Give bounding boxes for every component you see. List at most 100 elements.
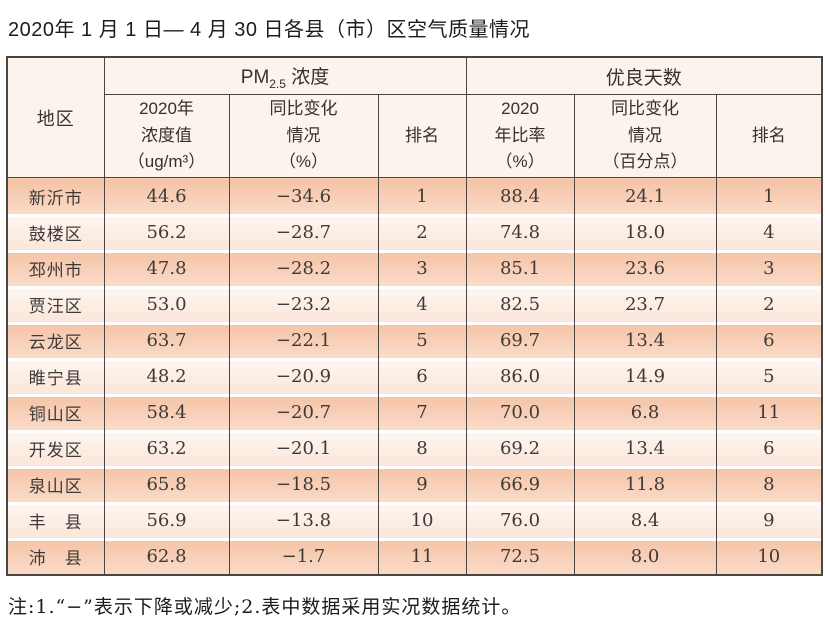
cell-days-rank: 10: [715, 538, 823, 575]
cell-pm25-change: −34.6: [228, 177, 378, 214]
table-body: 新沂市 44.6 −34.6 1 88.4 24.1 1 鼓楼区 56.2 −2…: [6, 177, 823, 575]
cell-pm25-rank: 1: [377, 177, 467, 214]
cell-pm25-rank: 6: [377, 358, 467, 394]
cell-days-change: 8.4: [573, 502, 717, 538]
header-days-change: 同比变化 情况 （百分点）: [573, 94, 717, 178]
cell-pm25-value: 63.2: [103, 430, 229, 466]
cell-days-ratio: 72.5: [465, 538, 575, 575]
cell-pm25-rank: 3: [377, 250, 467, 286]
cell-days-change: 13.4: [573, 430, 717, 466]
cell-region: 沛 县: [6, 538, 104, 575]
cell-pm25-value: 56.2: [103, 214, 229, 250]
header-pm25-group: PM2.5 浓度: [103, 57, 467, 95]
pm25-label-base: PM: [240, 66, 270, 88]
cell-pm25-value: 48.2: [103, 358, 229, 394]
cell-region: 鼓楼区: [6, 214, 104, 250]
cell-region: 新沂市: [6, 177, 104, 214]
table-row: 邳州市 47.8 −28.2 3 85.1 23.6 3: [6, 250, 823, 286]
cell-days-ratio: 82.5: [465, 286, 575, 322]
cell-region: 泉山区: [6, 466, 104, 502]
cell-pm25-change: −28.2: [228, 250, 378, 286]
cell-days-ratio: 76.0: [465, 502, 575, 538]
cell-region: 铜山区: [6, 394, 104, 430]
cell-pm25-change: −28.7: [228, 214, 378, 250]
cell-pm25-change: −1.7: [228, 538, 378, 575]
air-quality-table: 地区 PM2.5 浓度 优良天数 2020年 浓度值 （ug/m³） 同比变化 …: [6, 56, 824, 576]
cell-days-ratio: 74.8: [465, 214, 575, 250]
cell-days-change: 23.6: [573, 250, 717, 286]
cell-pm25-change: −18.5: [228, 466, 378, 502]
cell-region: 丰 县: [6, 502, 104, 538]
cell-days-ratio: 86.0: [465, 358, 575, 394]
table-row: 新沂市 44.6 −34.6 1 88.4 24.1 1: [6, 177, 823, 214]
cell-pm25-rank: 4: [377, 286, 467, 322]
cell-days-rank: 6: [715, 322, 823, 358]
cell-days-change: 24.1: [573, 177, 717, 214]
cell-days-ratio: 66.9: [465, 466, 575, 502]
cell-days-change: 6.8: [573, 394, 717, 430]
cell-days-rank: 9: [715, 502, 823, 538]
cell-days-change: 13.4: [573, 322, 717, 358]
cell-days-ratio: 85.1: [465, 250, 575, 286]
cell-region: 开发区: [6, 430, 104, 466]
table-row: 睢宁县 48.2 −20.9 6 86.0 14.9 5: [6, 358, 823, 394]
table-row: 贾汪区 53.0 −23.2 4 82.5 23.7 2: [6, 286, 823, 322]
cell-pm25-value: 53.0: [103, 286, 229, 322]
cell-pm25-change: −23.2: [228, 286, 378, 322]
cell-days-change: 18.0: [573, 214, 717, 250]
pm25-label-subscript: 2.5: [269, 76, 286, 91]
cell-pm25-rank: 8: [377, 430, 467, 466]
header-pm25-change: 同比变化 情况 （%）: [228, 94, 378, 178]
cell-region: 贾汪区: [6, 286, 104, 322]
cell-days-rank: 8: [715, 466, 823, 502]
cell-days-rank: 1: [715, 177, 823, 214]
cell-region: 云龙区: [6, 322, 104, 358]
header-good-days-group: 优良天数: [465, 57, 823, 95]
cell-pm25-rank: 9: [377, 466, 467, 502]
cell-days-change: 11.8: [573, 466, 717, 502]
header-days-ratio: 2020 年比率 （%）: [465, 94, 575, 178]
header-pm25-rank: 排名: [377, 94, 467, 178]
cell-days-ratio: 69.2: [465, 430, 575, 466]
cell-days-ratio: 70.0: [465, 394, 575, 430]
cell-days-change: 8.0: [573, 538, 717, 575]
cell-pm25-value: 65.8: [103, 466, 229, 502]
cell-pm25-value: 44.6: [103, 177, 229, 214]
header-sub-row: 2020年 浓度值 （ug/m³） 同比变化 情况 （%） 排名 2020 年比…: [7, 94, 823, 178]
table-row: 开发区 63.2 −20.1 8 69.2 13.4 6: [6, 430, 823, 466]
footnote: 注:1.“−”表示下降或减少;2.表中数据采用实况数据统计。: [8, 596, 522, 618]
cell-pm25-value: 56.9: [103, 502, 229, 538]
header-region: 地区: [6, 57, 104, 178]
cell-pm25-value: 47.8: [103, 250, 229, 286]
cell-pm25-change: −20.9: [228, 358, 378, 394]
cell-region: 邳州市: [6, 250, 104, 286]
table-row: 鼓楼区 56.2 −28.7 2 74.8 18.0 4: [6, 214, 823, 250]
cell-pm25-value: 62.8: [103, 538, 229, 575]
cell-days-rank: 2: [715, 286, 823, 322]
page-title: 2020年 1 月 1 日— 4 月 30 日各县（市）区空气质量情况: [8, 19, 531, 41]
cell-days-rank: 3: [715, 250, 823, 286]
cell-pm25-rank: 7: [377, 394, 467, 430]
table-row: 铜山区 58.4 −20.7 7 70.0 6.8 11: [6, 394, 823, 430]
header-pm25-value: 2020年 浓度值 （ug/m³）: [103, 94, 229, 178]
header-days-rank: 排名: [715, 94, 823, 178]
cell-days-ratio: 69.7: [465, 322, 575, 358]
cell-days-rank: 4: [715, 214, 823, 250]
cell-pm25-change: −13.8: [228, 502, 378, 538]
pm25-label-suffix: 浓度: [285, 66, 330, 88]
cell-days-change: 14.9: [573, 358, 717, 394]
cell-pm25-change: −20.1: [228, 430, 378, 466]
cell-pm25-value: 58.4: [103, 394, 229, 430]
cell-pm25-value: 63.7: [103, 322, 229, 358]
cell-days-rank: 6: [715, 430, 823, 466]
cell-days-ratio: 88.4: [465, 177, 575, 214]
cell-days-change: 23.7: [573, 286, 717, 322]
header-group-row: 地区 PM2.5 浓度 优良天数: [6, 57, 823, 178]
table-row: 云龙区 63.7 −22.1 5 69.7 13.4 6: [6, 322, 823, 358]
cell-region: 睢宁县: [6, 358, 104, 394]
table-header: 地区 PM2.5 浓度 优良天数 2020年 浓度值 （ug/m³） 同比变化 …: [6, 57, 823, 178]
table-row: 泉山区 65.8 −18.5 9 66.9 11.8 8: [6, 466, 823, 502]
cell-pm25-rank: 2: [377, 214, 467, 250]
table-row: 沛 县 62.8 −1.7 11 72.5 8.0 10: [6, 538, 823, 575]
